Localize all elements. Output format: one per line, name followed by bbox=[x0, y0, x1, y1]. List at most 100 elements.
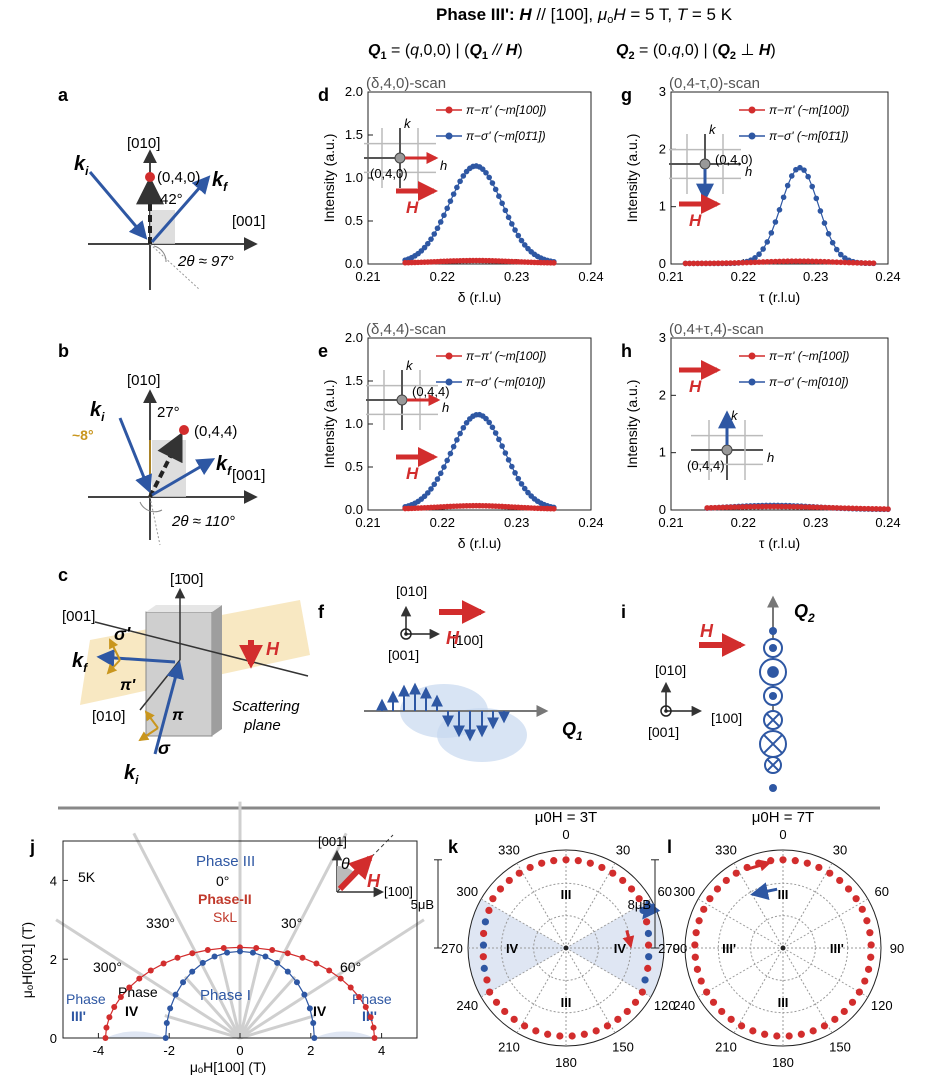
polar-data-point bbox=[489, 895, 497, 903]
j-IIIL-label: III' bbox=[71, 1008, 86, 1024]
phase-boundary-red-point bbox=[362, 1004, 369, 1011]
data-point-g bbox=[801, 258, 807, 264]
inset-point-label-d: (0,4,0) bbox=[370, 166, 408, 181]
spin-out-dot bbox=[768, 643, 778, 653]
y-axis-label-g: Intensity (a.u.) bbox=[624, 134, 640, 223]
polar-data-point bbox=[700, 905, 708, 913]
data-point-d bbox=[492, 186, 499, 193]
data-point-h bbox=[763, 503, 769, 510]
data-point-g bbox=[694, 260, 701, 267]
panel-c-geometry: [1̄00] [001] [010] H σ' π' π σ kf ki Sca… bbox=[62, 571, 310, 787]
data-point-g bbox=[686, 260, 693, 267]
polar-data-point bbox=[562, 856, 570, 864]
polar-data-point bbox=[693, 965, 702, 973]
polar-data-point bbox=[848, 998, 857, 1006]
data-point-h bbox=[759, 503, 766, 510]
data-point-g bbox=[801, 167, 807, 173]
data-point-g bbox=[772, 258, 779, 265]
data-point-g bbox=[727, 260, 734, 266]
polar-data-point bbox=[809, 1027, 817, 1035]
tilt-label-b: ~8° bbox=[72, 427, 94, 443]
plane-label-2: plane bbox=[243, 717, 281, 734]
polar-tick-label: 150 bbox=[829, 1040, 851, 1055]
data-point-e bbox=[457, 430, 463, 437]
polar-data-point bbox=[631, 998, 640, 1006]
j-x-tick-label: 2 bbox=[307, 1043, 314, 1058]
data-point-g bbox=[809, 258, 816, 265]
polar-data-point bbox=[718, 1007, 726, 1016]
j-xlabel: μₒH[100] (T) bbox=[190, 1059, 266, 1075]
data-point-h bbox=[822, 504, 828, 511]
polar-data-point bbox=[644, 941, 653, 949]
data-point-h bbox=[771, 503, 777, 510]
dotted-line-a bbox=[149, 243, 201, 291]
data-point-g bbox=[756, 259, 762, 265]
data-point-e bbox=[489, 424, 496, 431]
y-tick-label-e: 1.0 bbox=[345, 416, 363, 431]
panel-label-l: l bbox=[667, 837, 672, 857]
data-point-h bbox=[712, 504, 718, 511]
data-point-e bbox=[499, 443, 505, 449]
data-point-h bbox=[841, 505, 848, 511]
polar-spoke bbox=[697, 898, 784, 949]
point-label-a: (0,4,0) bbox=[157, 169, 200, 186]
field-angle-line bbox=[55, 918, 241, 1040]
polar-data-point bbox=[831, 1015, 839, 1023]
inset-point-label-g: (0,4,0) bbox=[715, 152, 753, 167]
polar-title-plot-l: μ0H = 7T bbox=[752, 809, 814, 826]
theta-arc-b bbox=[139, 501, 163, 513]
data-point-e bbox=[460, 424, 467, 431]
sample-side bbox=[212, 605, 222, 736]
polar-scale-label: 8μB bbox=[628, 897, 651, 912]
data-point-h bbox=[727, 504, 734, 511]
data-point-g bbox=[833, 246, 840, 253]
data-point-d bbox=[483, 169, 489, 176]
data-point-e bbox=[509, 463, 515, 470]
kf-label-b: kf bbox=[216, 453, 232, 478]
data-point-h bbox=[743, 504, 750, 510]
phase-boundary-red-point bbox=[136, 975, 143, 982]
polar-data-point bbox=[492, 998, 501, 1006]
phase-boundary-blue-point bbox=[172, 991, 179, 998]
polar-center bbox=[780, 945, 786, 951]
data-point-g bbox=[870, 260, 877, 266]
legend-label-e: π−π' (~m[100]) bbox=[466, 349, 546, 363]
h-axis-label-h: h bbox=[767, 450, 774, 465]
data-point-g bbox=[780, 194, 787, 201]
data-point-d bbox=[521, 242, 528, 248]
sigma-label: σ bbox=[158, 738, 171, 758]
x-axis-label-d: δ (r.l.u) bbox=[458, 289, 502, 305]
x-tick-label-h: 0.24 bbox=[875, 515, 900, 530]
j-x-tick-label: 4 bbox=[378, 1043, 385, 1058]
field-angle-line bbox=[164, 1014, 241, 1040]
x-tick-label-g: 0.23 bbox=[803, 269, 828, 284]
j-phase2-label: Phase-II bbox=[198, 891, 252, 907]
polar-region-label: IV bbox=[506, 941, 519, 956]
polar-data-point bbox=[737, 1022, 746, 1030]
scan-title-e: (δ,4,4)-scan bbox=[366, 321, 446, 338]
j-IV-left-label: IV bbox=[125, 1003, 139, 1019]
data-point-h bbox=[869, 505, 876, 512]
data-point-g bbox=[821, 220, 828, 226]
q2-column-title: Q2 = (0,q,0) | (Q2 ⊥ H) bbox=[616, 42, 776, 62]
data-point-d bbox=[444, 205, 450, 212]
data-point-g bbox=[805, 258, 811, 265]
polar-tick-label: 210 bbox=[715, 1040, 737, 1055]
phase-boundary-blue-point bbox=[274, 959, 281, 966]
x-tick-label-e: 0.23 bbox=[504, 515, 529, 530]
pi-prime-label: π' bbox=[120, 677, 136, 694]
field-label-h: H bbox=[689, 377, 702, 396]
i-field-label: H bbox=[700, 621, 714, 641]
j-ylabel: μₒH[001] (T) bbox=[19, 922, 35, 998]
polar-tick-label: 30 bbox=[833, 842, 847, 857]
polar-data-point bbox=[791, 857, 799, 865]
plot-frame-h bbox=[670, 337, 889, 511]
data-point-e bbox=[521, 485, 528, 492]
j-y-tick-label: 2 bbox=[50, 952, 57, 967]
data-point-h bbox=[857, 505, 864, 512]
field-angle-line bbox=[218, 953, 242, 1039]
phase-boundary-red-point bbox=[313, 960, 320, 967]
j-inset-dash bbox=[336, 834, 394, 893]
rotation-arrow bbox=[622, 929, 635, 949]
theta-label-a: 2θ ≈ 97° bbox=[177, 253, 234, 270]
